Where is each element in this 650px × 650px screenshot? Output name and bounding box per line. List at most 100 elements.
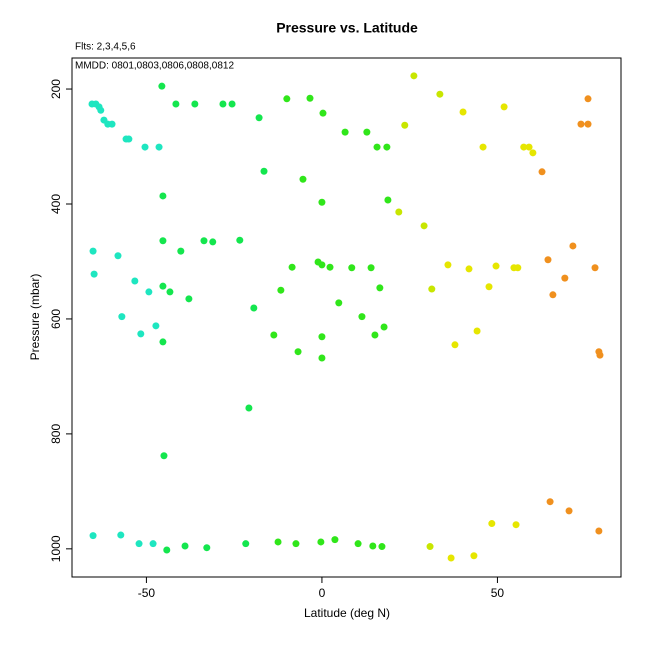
point	[485, 283, 493, 291]
point	[318, 261, 326, 269]
point	[131, 277, 139, 285]
point	[341, 128, 349, 136]
y-tick-label: 1000	[49, 535, 63, 562]
point	[428, 285, 436, 293]
point	[125, 135, 133, 143]
y-tick-label: 400	[49, 194, 63, 214]
point	[369, 542, 377, 550]
point	[401, 121, 409, 129]
point	[108, 120, 116, 128]
point	[512, 521, 520, 529]
y-tick-label: 600	[49, 309, 63, 329]
point	[236, 236, 244, 244]
point	[384, 196, 392, 204]
point	[363, 128, 371, 136]
point	[159, 192, 167, 200]
point	[473, 327, 481, 335]
point	[117, 531, 125, 539]
point	[326, 263, 334, 271]
point	[159, 282, 167, 290]
point	[155, 143, 163, 151]
point	[135, 540, 143, 548]
y-tick-label: 800	[49, 424, 63, 444]
point	[299, 175, 307, 183]
point	[160, 452, 168, 460]
point	[378, 543, 386, 551]
point	[191, 100, 199, 108]
chart-title: Pressure vs. Latitude	[276, 20, 418, 36]
point	[277, 286, 285, 294]
plot-frame	[71, 57, 622, 578]
x-tick-label: -50	[138, 586, 156, 600]
point	[89, 247, 97, 255]
point	[525, 143, 533, 151]
point	[209, 238, 217, 246]
point	[569, 242, 577, 250]
point	[549, 291, 557, 299]
point	[159, 237, 167, 245]
point	[166, 288, 174, 296]
point	[591, 264, 599, 272]
point	[376, 284, 384, 292]
point	[577, 120, 585, 128]
point	[331, 536, 339, 544]
point	[514, 264, 522, 272]
point	[200, 237, 208, 245]
point	[89, 532, 97, 540]
point	[163, 546, 171, 554]
point	[242, 540, 250, 548]
point	[294, 348, 302, 356]
point	[306, 94, 314, 102]
point	[228, 100, 236, 108]
point	[426, 543, 434, 551]
point	[584, 120, 592, 128]
point	[203, 544, 211, 552]
point	[538, 168, 546, 176]
point	[367, 264, 375, 272]
point	[274, 538, 282, 546]
point	[354, 540, 362, 548]
point	[465, 265, 473, 273]
point	[544, 256, 552, 264]
point	[447, 554, 455, 562]
point	[118, 313, 126, 321]
point	[373, 143, 381, 151]
point	[380, 323, 388, 331]
point	[318, 354, 326, 362]
point	[317, 538, 325, 546]
point	[520, 143, 528, 151]
point	[90, 270, 98, 278]
point	[596, 351, 604, 359]
point	[436, 90, 444, 98]
point	[395, 208, 403, 216]
subtitle: Flts: 2,3,4,5,6	[75, 42, 136, 53]
point	[137, 330, 145, 338]
point	[245, 404, 253, 412]
point	[260, 167, 268, 175]
point	[565, 507, 573, 515]
point	[177, 247, 185, 255]
point	[444, 261, 452, 269]
point	[283, 95, 291, 103]
point	[292, 540, 300, 548]
point	[451, 341, 459, 349]
point	[459, 108, 467, 116]
point	[172, 100, 180, 108]
point	[500, 103, 508, 111]
point	[584, 95, 592, 103]
point	[219, 100, 227, 108]
point	[159, 338, 167, 346]
point	[561, 274, 569, 282]
x-tick-label: 50	[491, 586, 505, 600]
point	[470, 552, 478, 560]
point	[546, 498, 554, 506]
point	[488, 520, 496, 528]
point	[383, 143, 391, 151]
point	[250, 304, 258, 312]
annotation: MMDD: 0801,0803,0806,0808,0812	[75, 61, 234, 72]
point	[181, 542, 189, 550]
point	[371, 331, 379, 339]
point	[141, 143, 149, 151]
